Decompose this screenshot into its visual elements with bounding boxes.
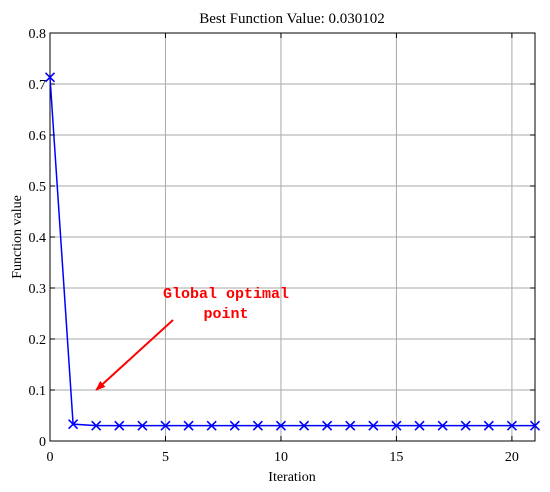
chart-title: Best Function Value: 0.030102 [199, 11, 385, 27]
data-point [460, 420, 471, 431]
series-layer [44, 72, 541, 431]
data-point [137, 420, 148, 431]
data-point [229, 420, 240, 431]
data-point [368, 420, 379, 431]
annotation-arrow [95, 319, 174, 391]
y-tick-label: 0 [39, 435, 46, 450]
data-point [183, 420, 194, 431]
data-point [391, 420, 402, 431]
data-point [322, 420, 333, 431]
y-tick-label: 0.6 [29, 129, 47, 144]
data-point [345, 420, 356, 431]
x-ticks: 0 5 10 15 20 [47, 33, 519, 465]
data-point [252, 420, 263, 431]
x-tick-label: 15 [389, 450, 403, 465]
data-point [206, 420, 217, 431]
y-tick-label: 0.7 [29, 78, 47, 93]
annotation: Global optimal point [95, 286, 289, 391]
data-point [529, 420, 541, 431]
y-ticks: 0 0.1 0.2 0.3 0.4 0.5 0.6 0.7 0.8 [29, 27, 535, 450]
x-tick-label: 20 [505, 450, 519, 465]
y-tick-label: 0.1 [29, 384, 47, 399]
data-point [44, 72, 56, 83]
data-point [414, 420, 425, 431]
data-point [91, 420, 102, 431]
data-point [506, 420, 517, 431]
x-tick-label: 5 [162, 450, 169, 465]
data-point [298, 420, 310, 431]
x-tick-label: 10 [274, 450, 288, 465]
annotation-line-2: point [203, 306, 248, 323]
data-point [483, 420, 494, 431]
grid [50, 33, 535, 441]
data-point [160, 420, 171, 431]
x-axis-label: Iteration [268, 470, 315, 485]
data-point [68, 419, 79, 430]
series-line [49, 77, 535, 427]
y-tick-label: 0.8 [29, 27, 47, 42]
y-tick-label: 0.4 [29, 231, 47, 246]
annotation-line-1: Global optimal [163, 286, 289, 303]
y-axis-label: Function value [10, 195, 25, 279]
plot-frame [49, 32, 536, 442]
data-point [275, 420, 287, 431]
y-tick-label: 0.3 [29, 282, 47, 297]
y-tick-label: 0.2 [29, 333, 47, 348]
x-tick-label: 0 [47, 450, 54, 465]
data-point [114, 420, 125, 431]
data-point [437, 420, 448, 431]
y-tick-label: 0.5 [29, 180, 47, 195]
